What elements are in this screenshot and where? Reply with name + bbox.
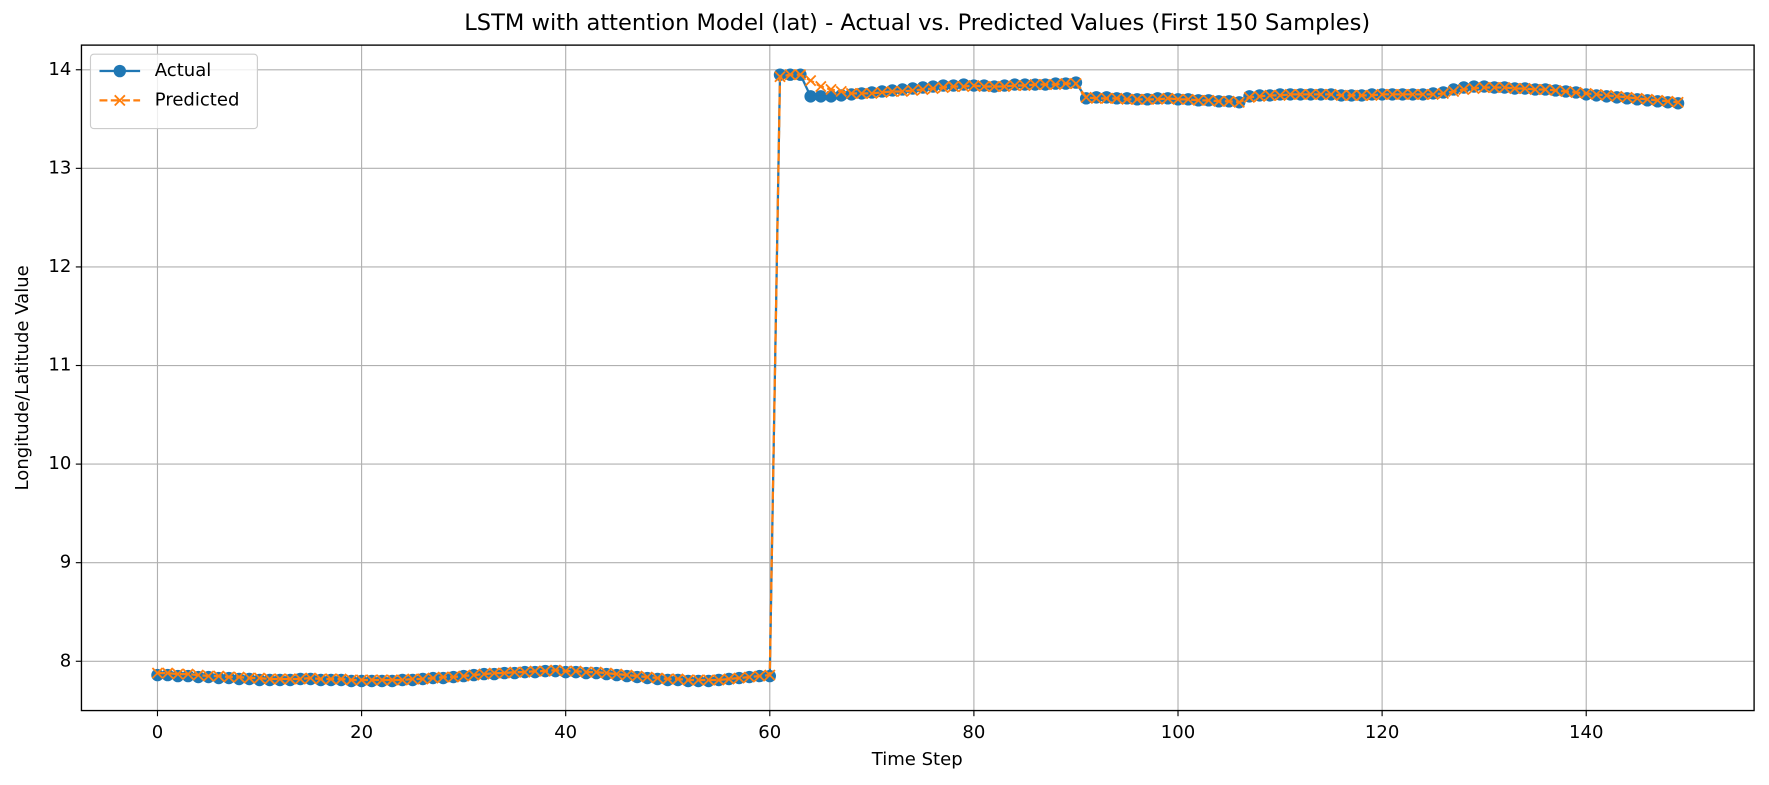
y-tick-label: 12 — [48, 256, 71, 277]
x-marker — [182, 668, 194, 680]
x-marker — [1631, 92, 1643, 105]
point — [151, 668, 164, 682]
x-marker — [161, 667, 174, 679]
x-tick-label: 40 — [554, 722, 577, 743]
x-marker — [896, 85, 909, 98]
x-marker — [1509, 82, 1521, 95]
y-tick-label: 14 — [48, 59, 71, 80]
x-tick-label: 20 — [350, 722, 373, 743]
x-marker — [1172, 93, 1184, 106]
x-marker — [998, 80, 1011, 93]
legend-label: Predicted — [155, 89, 240, 110]
x-tick-label: 60 — [758, 722, 781, 743]
x-marker — [386, 674, 398, 686]
x-tick-label: 100 — [1161, 722, 1195, 743]
x-marker — [488, 667, 500, 679]
x-marker — [376, 674, 388, 686]
x-marker — [1621, 91, 1633, 104]
x-marker — [274, 673, 286, 685]
x-marker — [590, 666, 603, 678]
x-marker — [264, 673, 276, 685]
x-marker — [733, 672, 745, 684]
x-marker — [723, 673, 735, 685]
legend-label: Actual — [155, 60, 212, 81]
y-tick-label: 8 — [60, 650, 71, 671]
x-marker — [713, 674, 725, 686]
x-marker — [702, 674, 715, 686]
y-tick-label: 10 — [48, 453, 71, 474]
x-marker — [1009, 79, 1021, 92]
x-marker — [172, 668, 184, 680]
x-axis-label: Time Step — [871, 749, 963, 770]
x-tick-label: 120 — [1365, 722, 1399, 743]
legend-box — [89, 53, 258, 130]
y-tick-label: 11 — [48, 355, 71, 376]
series-line — [157, 73, 1679, 682]
chart-title: LSTM with attention Model (lat) - Actual… — [464, 10, 1370, 36]
x-marker — [1498, 81, 1511, 94]
y-tick-label: 9 — [60, 552, 71, 573]
x-marker — [498, 667, 511, 679]
x-marker — [988, 80, 1001, 93]
x-marker — [1304, 88, 1317, 101]
x-marker — [1519, 82, 1531, 95]
x-marker — [151, 667, 164, 679]
x-marker — [621, 669, 633, 681]
x-marker — [1284, 88, 1296, 101]
x-marker — [284, 673, 296, 685]
x-marker — [1386, 88, 1399, 101]
x-marker — [1294, 88, 1307, 101]
x-marker — [600, 667, 613, 679]
x-marker — [396, 674, 409, 686]
axes-frame — [80, 44, 1755, 712]
x-marker — [1407, 88, 1419, 101]
x-marker — [1182, 93, 1194, 106]
legend-marker — [114, 94, 126, 107]
x-tick-label: 140 — [1569, 722, 1603, 743]
y-tick-label: 13 — [48, 157, 71, 178]
x-marker — [876, 86, 888, 99]
x-marker — [1396, 88, 1409, 101]
y-axis-label: Longitude/Latitude Value — [12, 265, 33, 490]
x-marker — [508, 666, 521, 678]
x-marker — [611, 668, 623, 680]
x-marker — [886, 85, 898, 98]
legend-marker — [113, 64, 127, 78]
x-tick-label: 80 — [962, 722, 985, 743]
x-tick-label: 0 — [152, 722, 163, 743]
x-marker — [1611, 90, 1623, 103]
x-marker — [1162, 92, 1174, 105]
